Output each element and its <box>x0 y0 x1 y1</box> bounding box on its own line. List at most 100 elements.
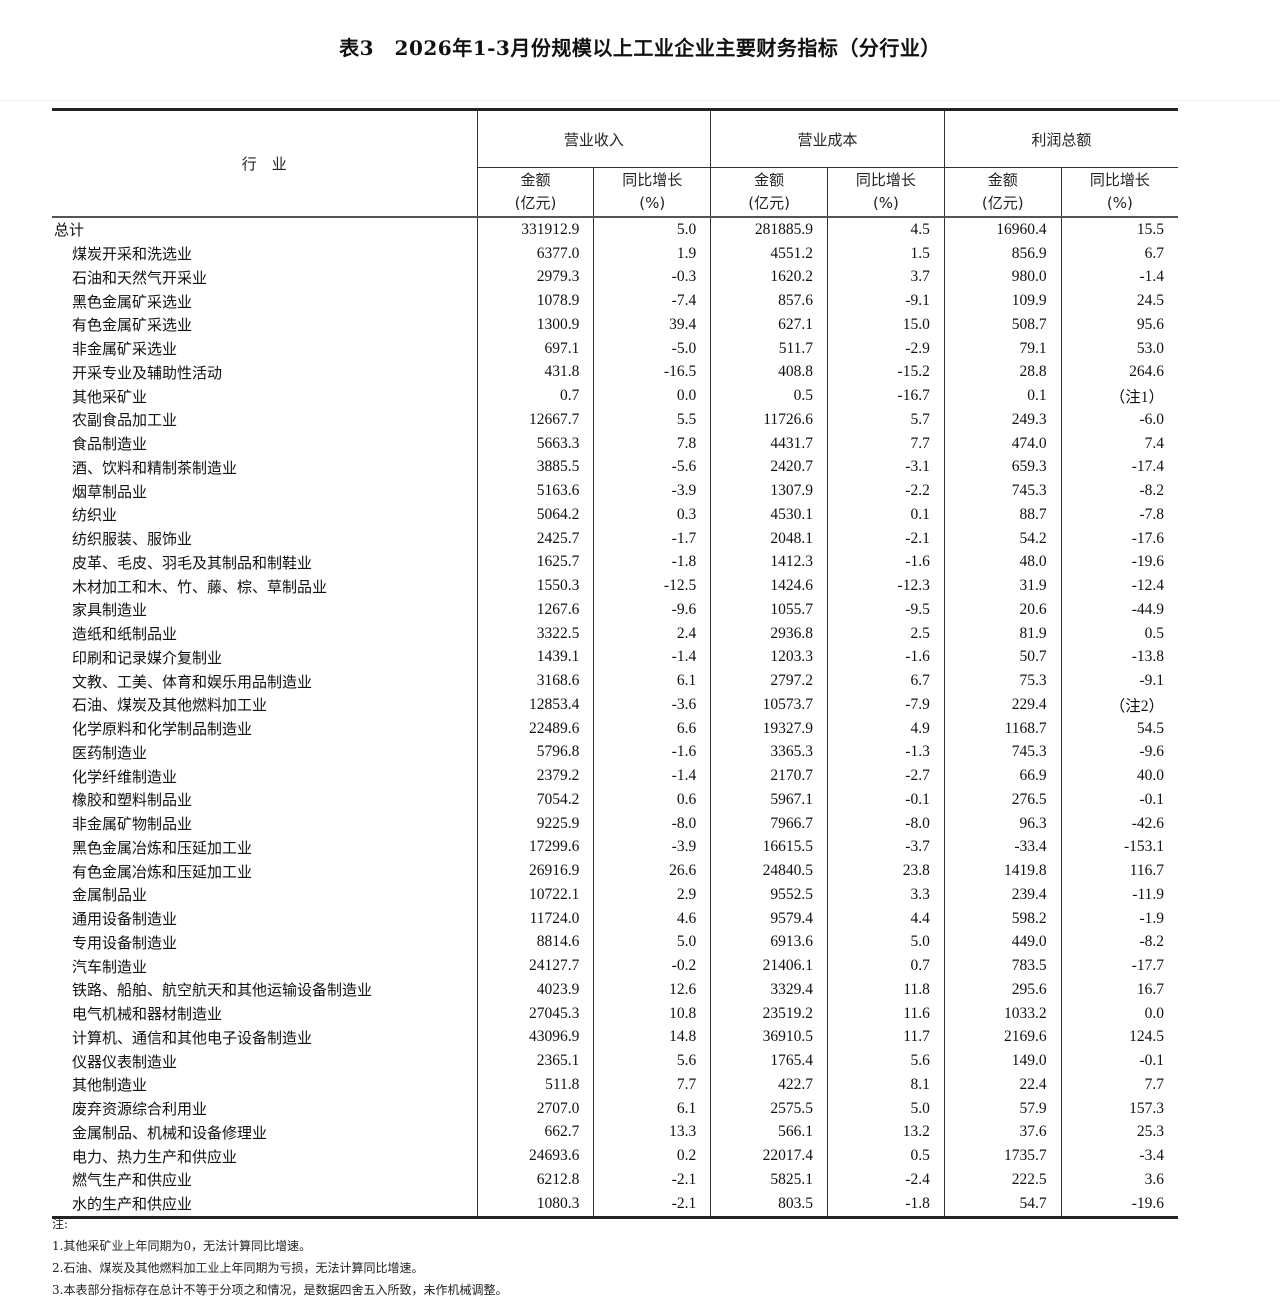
profit-growth: 95.6 <box>1060 313 1178 337</box>
industry-name: 黑色金属矿采选业 <box>72 292 193 311</box>
industry-name: 印刷和记录媒介复制业 <box>72 648 223 667</box>
table-row: 农副食品加工业 12667.7 5.5 11726.6 5.7 249.3 -6.0 <box>52 408 1178 432</box>
revenue-growth: 0.3 <box>593 503 711 527</box>
revenue-amount: 4023.9 <box>476 978 594 1002</box>
profit-growth: -19.6 <box>1060 1191 1178 1217</box>
profit-growth: -6.0 <box>1060 408 1178 432</box>
cost-amount: 566.1 <box>710 1120 828 1145</box>
revenue-amount: 2425.7 <box>476 526 594 551</box>
revenue-growth: -2.1 <box>593 1168 711 1192</box>
cost-growth: 5.6 <box>827 1049 945 1073</box>
industry-name: 金属制品业 <box>72 886 148 905</box>
revenue-growth: 1.9 <box>593 241 711 266</box>
revenue-amount: 3885.5 <box>476 455 594 480</box>
profit-growth: -0.1 <box>1060 788 1178 812</box>
industry-name: 橡胶和塑料制品业 <box>72 791 193 810</box>
profit-amount: 79.1 <box>943 336 1062 361</box>
industry-name: 烟草制品业 <box>72 482 148 501</box>
revenue-amount: 6212.8 <box>476 1168 594 1192</box>
industry-name: 化学纤维制造业 <box>72 767 178 786</box>
profit-amount: 31.9 <box>943 574 1062 598</box>
table-row: 化学原料和化学制品制造业 22489.6 6.6 19327.9 4.9 1168.7 54… <box>52 716 1178 741</box>
profit-amount: 57.9 <box>943 1096 1062 1121</box>
growth-header-unit: (%) <box>872 194 899 212</box>
revenue-growth: 4.6 <box>593 906 711 931</box>
cost-amount: 9579.4 <box>710 906 828 931</box>
profit-amount: 295.6 <box>943 978 1062 1002</box>
revenue-amount: 26916.9 <box>476 859 594 883</box>
cost-growth: 13.2 <box>827 1120 945 1145</box>
profit-growth: 6.7 <box>1060 241 1178 266</box>
revenue-amount: 1078.9 <box>476 289 594 313</box>
revenue-growth: 12.6 <box>593 978 711 1002</box>
profit-growth: （注2） <box>1060 693 1178 717</box>
cost-amount: 23519.2 <box>710 1001 828 1026</box>
profit-amount: 598.2 <box>943 906 1062 931</box>
cost-growth: -3.1 <box>827 455 945 480</box>
cost-amount: 24840.5 <box>710 859 828 883</box>
revenue-amount: 2707.0 <box>476 1096 594 1121</box>
revenue-growth: -3.6 <box>593 693 711 717</box>
cost-amount: 19327.9 <box>710 716 828 741</box>
profit-amount: 28.8 <box>943 360 1062 385</box>
revenue-growth: -0.3 <box>593 265 711 290</box>
amount-header-label: 金额 <box>520 171 551 189</box>
industry-name: 木材加工和木、竹、藤、棕、草制品业 <box>72 577 328 596</box>
profit-amount: 37.6 <box>943 1120 1062 1145</box>
profit-amount: 222.5 <box>943 1168 1062 1192</box>
cost-amount: 511.7 <box>710 336 828 361</box>
revenue-amount: 511.8 <box>476 1073 594 1097</box>
industry-name: 计算机、通信和其他电子设备制造业 <box>72 1028 313 1047</box>
table-row: 其他制造业 511.8 7.7 422.7 8.1 22.4 7.7 <box>52 1073 1178 1097</box>
profit-amount: 109.9 <box>943 289 1062 313</box>
industry-name: 皮革、毛皮、羽毛及其制品和制鞋业 <box>72 553 313 572</box>
profit-amount: 1419.8 <box>943 859 1062 883</box>
profit-amount: 239.4 <box>943 883 1062 907</box>
revenue-amount: 12667.7 <box>476 408 594 432</box>
profit-amount: 249.3 <box>943 408 1062 432</box>
profit-growth: -1.9 <box>1060 906 1178 931</box>
table-row: 有色金属冶炼和压延加工业 26916.9 26.6 24840.5 23.8 1419.8… <box>52 859 1178 883</box>
industry-name: 纺织业 <box>72 506 118 525</box>
industry-name: 铁路、船舶、航空航天和其他运输设备制造业 <box>72 981 373 1000</box>
table-row: 石油、煤炭及其他燃料加工业 12853.4 -3.6 10573.7 -7.9 229.4… <box>52 693 1178 717</box>
revenue-amount: 6377.0 <box>476 241 594 266</box>
revenue-growth: 6.6 <box>593 716 711 741</box>
revenue-growth: -5.6 <box>593 455 711 480</box>
table-row: 金属制品、机械和设备修理业 662.7 13.3 566.1 13.2 37.6 25.3 <box>52 1120 1178 1145</box>
cost-growth: 5.0 <box>827 930 945 955</box>
profit-growth: -8.2 <box>1060 479 1178 503</box>
industry-name: 医药制造业 <box>72 743 148 762</box>
profit-amount: 783.5 <box>943 954 1062 978</box>
profit-amount: 88.7 <box>943 503 1062 527</box>
profit-growth: 3.6 <box>1060 1168 1178 1192</box>
industry-name: 非金属矿采选业 <box>72 340 178 359</box>
table-row: 开采专业及辅助性活动 431.8 -16.5 408.8 -15.2 28.8 264.6 <box>52 360 1178 385</box>
revenue-growth: -7.4 <box>593 289 711 313</box>
cost-amount: 1620.2 <box>710 265 828 290</box>
growth-header: 同比增长 (%) <box>593 167 711 218</box>
divider <box>0 100 1280 101</box>
note-1: 1.其他采矿业上年同期为0，无法计算同比增速。 <box>52 1239 312 1253</box>
revenue-amount: 22489.6 <box>476 716 594 741</box>
profit-amount: 22.4 <box>943 1073 1062 1097</box>
profit-amount: 54.7 <box>943 1191 1062 1217</box>
revenue-amount: 3168.6 <box>476 669 594 693</box>
profit-growth: -0.1 <box>1060 1049 1178 1073</box>
revenue-amount: 0.7 <box>476 384 594 408</box>
revenue-growth: -5.0 <box>593 336 711 361</box>
table-row: 其他采矿业 0.7 0.0 0.5 -16.7 0.1 （注1） <box>52 384 1178 408</box>
revenue-amount: 24127.7 <box>476 954 594 978</box>
revenue-growth: 6.1 <box>593 669 711 693</box>
profit-amount: -33.4 <box>943 835 1062 860</box>
table-row: 煤炭开采和洗选业 6377.0 1.9 4551.2 1.5 856.9 6.7 <box>52 241 1178 266</box>
profit-amount: 449.0 <box>943 930 1062 955</box>
cost-amount: 2420.7 <box>710 455 828 480</box>
page-title: 表3 2026年1-3月份规模以上工业企业主要财务指标（分行业） <box>339 36 941 60</box>
table-row: 皮革、毛皮、羽毛及其制品和制鞋业 1625.7 -1.8 1412.3 -1.6 48.0… <box>52 550 1178 575</box>
cost-amount: 2797.2 <box>710 669 828 693</box>
revenue-growth: 39.4 <box>593 313 711 337</box>
cost-growth: 0.1 <box>827 503 945 527</box>
profit-growth: -17.6 <box>1060 526 1178 551</box>
revenue-amount: 17299.6 <box>476 835 594 860</box>
